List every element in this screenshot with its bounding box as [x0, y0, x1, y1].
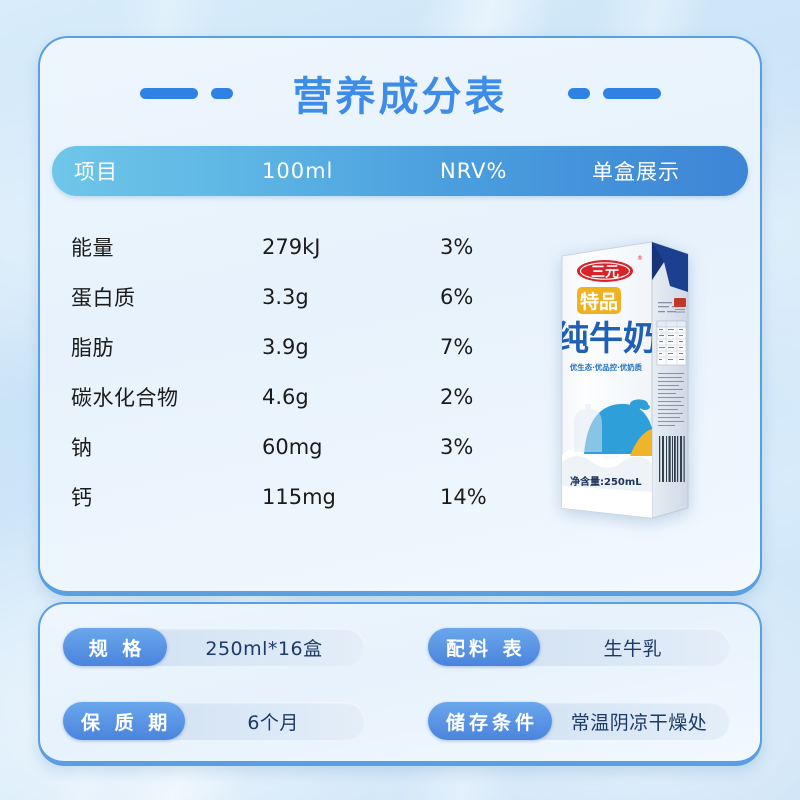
- spec-row-storage: 储存条件 常温阴凉干燥处: [428, 702, 730, 740]
- nutrient-name: 钙: [71, 486, 93, 510]
- table-row: 钠 60mg 3%: [52, 422, 512, 472]
- nutrient-nrv: 14%: [440, 485, 487, 509]
- nutrient-name: 蛋白质: [71, 286, 136, 310]
- nutrient-nrv: 7%: [440, 335, 474, 359]
- spec-label: 配料 表: [428, 628, 540, 666]
- milk-carton-image: 三元 ® 特品 纯牛奶 优生态·优品控·优奶质 净含量:250mL: [560, 241, 689, 519]
- nutrition-table-body: 能量 279kJ 3% 蛋白质 3.3g 6% 脂肪 3.9g 7% 碳水化合物…: [52, 222, 512, 522]
- nutrient-name: 钠: [71, 436, 93, 460]
- title-row: 营养成分表: [38, 62, 762, 124]
- column-header-amount: 100ml: [262, 159, 334, 183]
- side-nutrition-table: [656, 320, 687, 366]
- carton-front-artwork: 三元 ® 特品 纯牛奶 优生态·优品控·优奶质 净含量:250mL: [560, 255, 657, 518]
- carton-tagline: 优生态·优品控·优奶质: [570, 363, 643, 372]
- spec-row-specification: 规 格 250ml*16盒: [63, 628, 365, 666]
- specs-card: [38, 602, 762, 766]
- nutrient-amount: 3.3g: [262, 285, 309, 309]
- nutrient-amount: 279kJ: [262, 235, 321, 259]
- dash-dot-icon: [567, 87, 590, 99]
- tree-icon: [628, 399, 650, 417]
- spec-label: 规 格: [63, 628, 167, 666]
- column-header-display: 单盒展示: [592, 160, 680, 184]
- nutrient-nrv: 3%: [440, 435, 474, 459]
- dash-long-icon: [602, 87, 661, 99]
- page-title: 营养成分表: [292, 74, 508, 120]
- column-header-item: 项目: [74, 160, 118, 184]
- column-header-nrv: NRV%: [440, 159, 508, 183]
- svg-text:特品: 特品: [580, 291, 618, 313]
- spec-label: 保 质 期: [63, 702, 186, 740]
- barcode-icon: [659, 436, 685, 482]
- side-text-block: [658, 373, 684, 426]
- nutrient-amount: 3.9g: [262, 335, 309, 359]
- spec-value: 常温阴凉干燥处: [570, 711, 708, 734]
- nutrient-nrv: 3%: [440, 235, 474, 259]
- carton-product-name: 纯牛奶: [560, 319, 657, 359]
- spec-value: 6个月: [247, 711, 299, 734]
- nutrient-name: 碳水化合物: [71, 386, 179, 410]
- hill-gold-icon: [630, 428, 652, 456]
- table-row: 蛋白质 3.3g 6%: [52, 272, 512, 322]
- nutrient-name: 能量: [71, 236, 114, 260]
- spec-row-ingredients: 配料 表 生牛乳: [428, 628, 730, 666]
- carton-net-content: 净含量:250mL: [570, 475, 642, 488]
- svg-text:®: ®: [637, 255, 643, 262]
- nutrient-nrv: 2%: [440, 385, 474, 409]
- spec-value: 生牛乳: [603, 637, 663, 660]
- table-row: 碳水化合物 4.6g 2%: [52, 372, 512, 422]
- nutrient-amount: 115mg: [262, 485, 336, 509]
- spec-label: 储存条件: [428, 702, 553, 740]
- nutrient-name: 脂肪: [71, 336, 114, 360]
- jug-watermark-icon: [574, 404, 602, 452]
- title-decoration-left: [139, 87, 233, 99]
- dash-dot-icon: [210, 87, 233, 99]
- svg-text:三元: 三元: [591, 265, 619, 281]
- dash-long-icon: [139, 87, 198, 99]
- table-row: 钙 115mg 14%: [52, 472, 512, 522]
- table-header-bar: 项目 100ml NRV% 单盒展示: [52, 146, 748, 196]
- carton-top-fold-navy: [652, 242, 688, 292]
- spec-value: 250ml*16盒: [205, 637, 323, 660]
- spec-row-shelf-life: 保 质 期 6个月: [63, 702, 365, 740]
- nutrient-amount: 4.6g: [262, 385, 309, 409]
- nutrient-nrv: 6%: [440, 285, 474, 309]
- nutrient-amount: 60mg: [262, 435, 323, 459]
- side-brand-mark: [674, 298, 686, 307]
- carton-side-panel: [656, 298, 687, 482]
- table-row: 脂肪 3.9g 7%: [52, 322, 512, 372]
- title-decoration-right: [567, 87, 661, 99]
- brand-logo-icon: 三元 ®: [577, 255, 643, 282]
- table-row: 能量 279kJ 3%: [52, 222, 512, 272]
- grade-badge-icon: 特品: [577, 287, 621, 314]
